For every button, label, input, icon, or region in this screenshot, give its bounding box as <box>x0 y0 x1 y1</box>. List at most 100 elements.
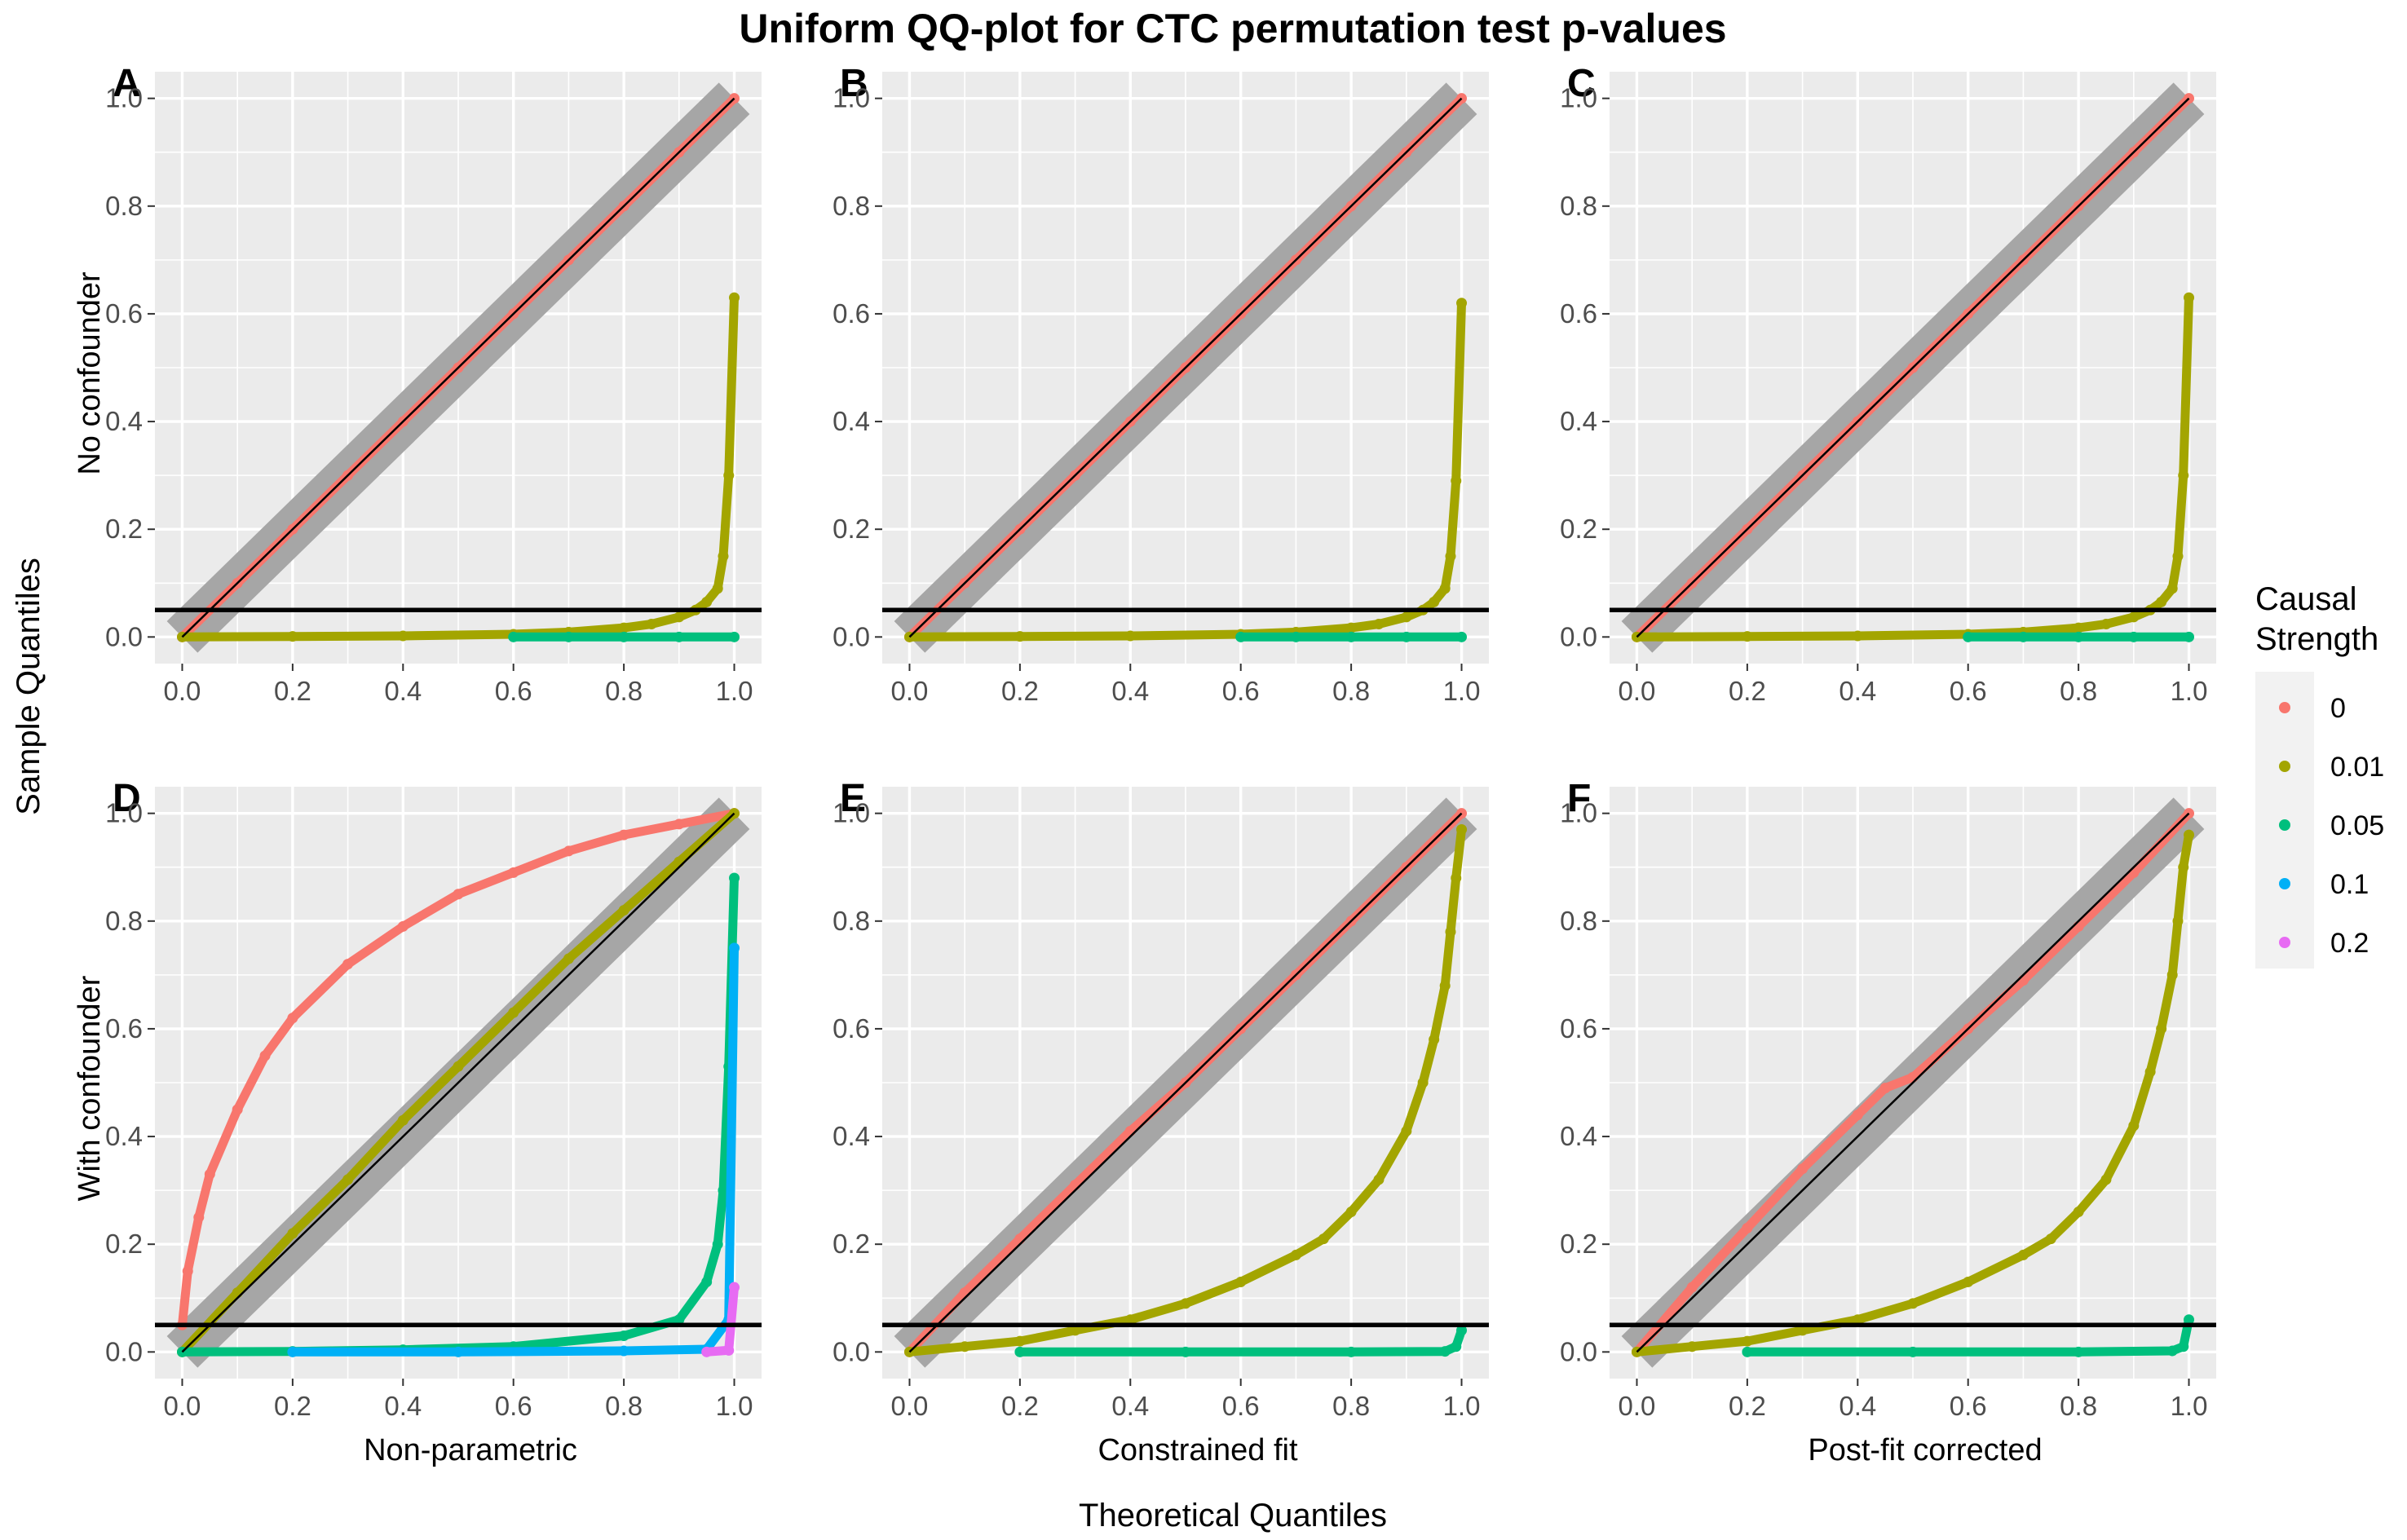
data-point <box>2178 470 2189 481</box>
y-tick-label: 1.0 <box>105 798 143 828</box>
y-tick-label: 0.4 <box>1560 1121 1597 1151</box>
data-point <box>1429 1034 1440 1045</box>
data-point <box>723 1344 735 1356</box>
reference-diagonal <box>908 97 1463 638</box>
data-point <box>1742 1335 1753 1347</box>
y-tick-label: 0.8 <box>833 191 870 221</box>
data-point <box>1742 1222 1753 1233</box>
data-point <box>2184 1314 2195 1326</box>
series-trace <box>1632 809 2193 1357</box>
data-point <box>563 845 574 857</box>
data-point <box>712 583 723 594</box>
data-point <box>453 889 464 900</box>
panel-D: D 0.0 0.2 0.4 0.6 0.8 1.0 0.0 0.2 0.4 0.6 0.8 1.0 <box>105 777 762 1421</box>
x-tick-label: 0.8 <box>1332 676 1370 706</box>
data-point <box>674 1314 685 1326</box>
legend-label-0.1: 0.1 <box>2330 869 2369 900</box>
x-tick-label: 0.8 <box>605 676 643 706</box>
y-tick-label: 0.2 <box>833 1229 870 1259</box>
data-point <box>1451 1341 1462 1352</box>
x-tick-label: 1.0 <box>2171 1391 2208 1421</box>
data-point <box>2172 550 2184 562</box>
x-tick-label: 0.4 <box>384 1391 422 1421</box>
data-point <box>1401 1125 1412 1136</box>
data-point <box>193 1211 205 1223</box>
y-axis-title: Sample Quantiles <box>11 558 46 815</box>
data-point <box>1180 1346 1191 1357</box>
y-tick-label: 0.2 <box>105 1229 143 1259</box>
y-tick-label: 1.0 <box>1560 798 1597 828</box>
data-point <box>1345 622 1357 633</box>
data-point <box>1445 926 1456 938</box>
data-point <box>2073 631 2084 642</box>
x-tick-label: 1.0 <box>2171 676 2208 706</box>
data-point <box>1401 631 1412 642</box>
y-tick-label: 1.0 <box>105 83 143 113</box>
x-tick-label: 0.6 <box>495 1391 532 1421</box>
x-tick-label: 0.0 <box>164 676 201 706</box>
data-point <box>2156 1023 2167 1035</box>
plot-area <box>1610 72 2216 664</box>
data-point <box>2178 862 2189 873</box>
data-point <box>1439 980 1451 991</box>
data-point <box>2073 622 2084 633</box>
data-point <box>2166 583 2178 594</box>
y-tick-label: 0.4 <box>105 1121 143 1151</box>
data-point <box>618 1330 629 1342</box>
x-tick-label: 0.6 <box>1222 676 1260 706</box>
data-point <box>287 631 298 642</box>
legend-title-line1: Causal <box>2255 581 2357 617</box>
y-tick-label: 0.4 <box>1560 406 1597 436</box>
x-tick-label: 0.2 <box>1001 1391 1039 1421</box>
reference-diagonal <box>908 812 1463 1353</box>
data-point <box>1318 1233 1329 1245</box>
panel-letter-B: B <box>840 62 868 105</box>
series-0.05 <box>1963 631 2195 642</box>
data-point <box>2184 292 2195 303</box>
data-point <box>1070 1325 1081 1336</box>
data-point <box>2073 1346 2084 1357</box>
y-tick-label: 0.6 <box>1560 298 1597 329</box>
legend-label-0.01: 0.01 <box>2330 752 2384 783</box>
panel-letter-A: A <box>113 62 141 105</box>
x-tick-label: 0.6 <box>1222 1391 1260 1421</box>
column-label-constrained-fit: Constrained fit <box>1098 1433 1297 1467</box>
x-tick-label: 0.8 <box>1332 1391 1370 1421</box>
series-0.01 <box>176 808 740 1357</box>
data-point <box>1742 1346 1753 1357</box>
data-point <box>1014 1346 1026 1357</box>
data-point <box>1456 631 1468 642</box>
data-point <box>674 856 685 867</box>
x-tick-label: 0.4 <box>1839 1391 1876 1421</box>
data-point <box>2100 1174 2112 1185</box>
data-point <box>1907 1346 1919 1357</box>
panel-E: E 0.0 0.2 0.4 0.6 0.8 1.0 0.0 0.2 0.4 0.6 0.8 1.0 <box>833 777 1489 1421</box>
data-point <box>2017 631 2029 642</box>
plot-area <box>882 72 1489 664</box>
data-point <box>342 1174 354 1185</box>
data-point <box>959 1341 970 1352</box>
data-point <box>1445 550 1456 562</box>
data-point <box>1797 1163 1809 1175</box>
data-point <box>674 819 685 830</box>
data-point <box>1345 1207 1357 1218</box>
data-point <box>1439 1346 1451 1357</box>
series-trace <box>178 293 739 642</box>
y-tick-label: 0.2 <box>1560 1229 1597 1259</box>
x-axis-title: Theoretical Quantiles <box>1079 1498 1387 1533</box>
data-point <box>2017 1249 2029 1260</box>
y-tick-label: 0.0 <box>1560 1336 1597 1366</box>
data-point <box>1373 1174 1385 1185</box>
y-tick-label: 0.0 <box>105 1336 143 1366</box>
data-point <box>2172 916 2184 927</box>
data-point <box>1852 630 1863 642</box>
x-tick-label: 1.0 <box>1443 676 1481 706</box>
x-tick-label: 1.0 <box>1443 1391 1481 1421</box>
y-tick-label: 0.0 <box>833 1336 870 1366</box>
x-tick-label: 0.0 <box>1619 1391 1656 1421</box>
panel-C: C 0.0 0.2 0.4 0.6 0.8 1.0 0.0 0.2 0.4 0.6 0.8 1.0 <box>1560 62 2216 706</box>
data-point <box>563 953 574 964</box>
data-point <box>2156 596 2167 607</box>
x-tick-label: 0.4 <box>384 676 422 706</box>
